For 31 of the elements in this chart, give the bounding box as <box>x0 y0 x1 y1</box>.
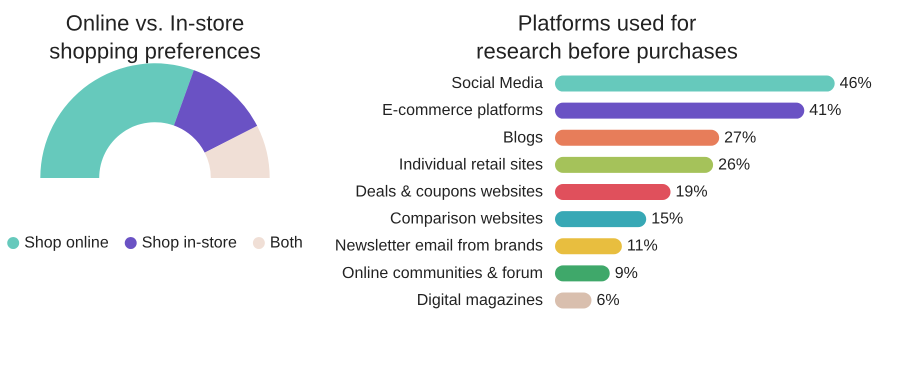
bar <box>555 265 610 282</box>
y-tick-label: Blogs <box>502 129 543 146</box>
bar <box>555 130 720 146</box>
y-tick-label: Deals & coupons websites <box>355 184 543 200</box>
data-label: 19% <box>676 184 708 200</box>
data-label: 41% <box>809 102 842 120</box>
legend-label: Shop online <box>24 234 109 252</box>
chart-title: Online vs. In-store shopping preferences <box>49 10 261 64</box>
bar <box>555 211 646 228</box>
bar <box>555 184 671 200</box>
y-tick-label: Social Media <box>451 75 544 92</box>
chart-title: Platforms used for research before purchases <box>476 10 738 64</box>
data-label: 11% <box>626 238 658 255</box>
y-tick-label: Digital magazines <box>416 292 543 309</box>
y-tick-label: Comparison websites <box>390 210 543 228</box>
bar <box>555 156 714 173</box>
y-tick-label: E-commerce platforms <box>382 102 543 120</box>
data-label: 9% <box>614 264 638 282</box>
data-label: 27% <box>724 129 756 146</box>
bar <box>555 76 835 92</box>
bar <box>555 102 804 119</box>
y-tick-label: Online communities & forum <box>342 264 543 282</box>
y-tick-label: Individual retail sites <box>398 156 543 174</box>
data-label: 26% <box>718 156 750 174</box>
y-tick-label: Newsletter email from brands <box>334 238 543 255</box>
legend-label: Shop in-store <box>142 234 237 252</box>
data-label: 6% <box>596 292 620 309</box>
data-label: 15% <box>651 210 684 228</box>
bar <box>555 238 622 254</box>
data-label: 46% <box>840 75 872 92</box>
legend-label: Both <box>270 234 303 252</box>
